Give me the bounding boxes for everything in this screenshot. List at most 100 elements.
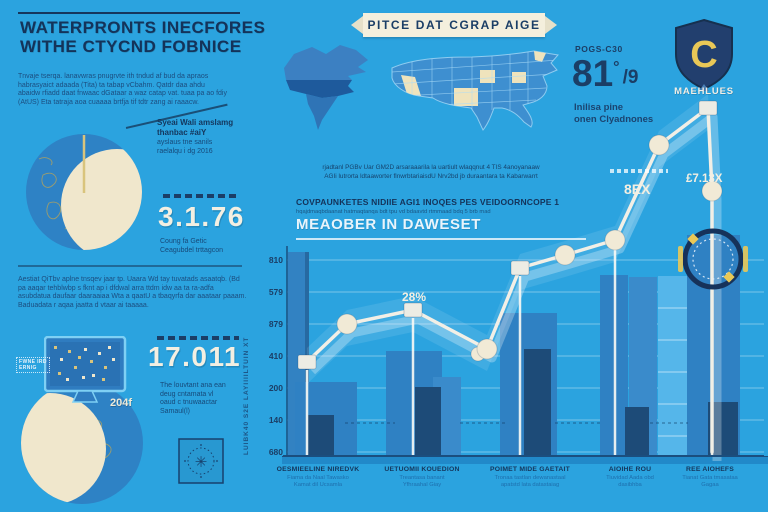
mid-paragraph: rjadtanl PGBv Uar GM2D arsaraaarila la u… (322, 164, 540, 180)
bar-extra (629, 277, 657, 455)
bar-primary (295, 382, 357, 455)
globe-label: 204f (110, 397, 133, 409)
trend-node-circle (701, 180, 723, 202)
stat2-value: 17.011 (148, 341, 242, 372)
y-tick-label: 810 (269, 255, 283, 265)
stat2-dash-rule (157, 336, 239, 340)
category-3: POIMET MIDE GAETAIT Tronaa tastlan dewan… (478, 466, 582, 490)
banner-text: PITCE DAT CGRAP AIGE (367, 18, 541, 32)
gauge-ring (682, 228, 744, 290)
gauge-bracket-right (743, 246, 748, 272)
y-tick-label: 579 (269, 287, 283, 297)
axis-wall-shade (305, 252, 309, 455)
category-4-sub: Tiuvidad Aada obd dasibhba (606, 475, 654, 489)
left-paragraph-2: Aestiat QiTbv aplne tnsqev jaar tp. Uaar… (18, 276, 247, 309)
trend-node-circle (554, 244, 576, 266)
pie-caption-bold: Syeai Wali amslamg thanbac #aiY (157, 118, 234, 137)
stat1-value: 3.1.76 (158, 201, 245, 232)
us-states-map (391, 50, 559, 131)
chart-floor-band (282, 456, 768, 464)
y-tick-label: 140 (269, 415, 283, 425)
category-2-title: UETUOMII KOUEDION (384, 466, 460, 473)
chart-title: MEAOBER IN DAWESET (296, 216, 481, 233)
stat-81-kicker: POGS-C30 (575, 44, 623, 54)
y-tick-label: 410 (269, 351, 283, 361)
chart-header-2: hqajdmaqbdaanat hatmaqtanqa bdt tpu vd b… (296, 209, 491, 215)
gauge-marker (723, 271, 735, 283)
trend-node-square (698, 100, 718, 116)
pixel-map-cream (60, 346, 115, 381)
shield-letter: C (690, 34, 717, 76)
pixel-map-gold (54, 346, 107, 381)
y-axis-title: LUIBK40 S2E LAYIIIILTUIN XT (243, 336, 250, 455)
left-divider (18, 265, 242, 267)
category-1: OESMIEELINE NIREDVK Fiama da Naal Tawask… (268, 466, 368, 490)
ribbon-tail-left-icon (351, 16, 363, 34)
page-title-line-2: WITHE CTYCND FOBNICE (20, 37, 242, 56)
stat1-caption: Coung fa Getic Ceagubdel trttagcon (160, 238, 224, 254)
annotation-mid: 8EX (624, 181, 651, 197)
bar-primary (600, 275, 628, 455)
trend-line (305, 106, 714, 454)
y-tick-label: 879 (269, 319, 283, 329)
monitor-icon (44, 336, 127, 403)
monitor-badge: FWNE IRD ERNIG (16, 357, 50, 373)
svg-text:✳: ✳ (195, 454, 208, 471)
bar-dark (415, 387, 441, 455)
bar-dark (524, 349, 551, 455)
trend-node-circle (648, 134, 670, 156)
trend-node-circle (470, 346, 486, 362)
pie-chart-globe (26, 134, 142, 250)
category-2: UETUOMII KOUEDION Treantasa banant Yfhra… (372, 466, 472, 490)
category-4: AIOIHE ROU Tiuvidad Aada obd dasibhba (586, 466, 674, 490)
trend-node-square (510, 260, 530, 276)
globe-chart-2 (21, 382, 143, 504)
bar-dark (708, 402, 738, 455)
stat1-dash-rule (163, 194, 237, 198)
ribbon-banner: PITCE DAT CGRAP AIGE (351, 13, 557, 37)
bar-primary (500, 313, 557, 455)
gauge-marker (687, 233, 699, 245)
trend-node-circle (476, 338, 498, 360)
trend-node-square (403, 302, 423, 318)
sparkle-icon: ✳ (178, 438, 224, 484)
stat2-caption: The louvtant ana ean deug cntamata vl oa… (160, 382, 226, 415)
trend-node-square (297, 354, 317, 370)
page-title-line-1: WATERPRONTS INECFORES (20, 18, 266, 37)
stat-81-caption: Inilisa pine onen Clyadnones (574, 102, 654, 125)
annotation-right: £7.13X (686, 173, 723, 185)
stat-81-value: 81°/9 (572, 55, 639, 92)
pie-slice-cream (61, 149, 142, 250)
category-5: REE AIOHEFS Tianat Gata tmasataa Gagaa (664, 466, 756, 490)
light-column (658, 276, 687, 455)
bar-dark (625, 407, 649, 455)
stat-81-main: 81 (572, 53, 614, 94)
bar-dark (308, 415, 334, 455)
category-5-sub: Tianat Gata tmasataa Gagaa (682, 475, 738, 489)
logo-label: MAEHLUES (674, 86, 734, 97)
axis-wall (288, 252, 309, 455)
ribbon-tail-right-icon (545, 16, 557, 34)
pie-caption: ayslaus tne sanils raelalqu i dg 2016 (157, 139, 213, 155)
shield-logo-icon: C (675, 18, 733, 91)
chart-title-rule (296, 238, 586, 240)
state-borders (392, 51, 558, 110)
trend-node-circle (336, 313, 358, 335)
gauge-bracket-left (678, 246, 683, 272)
chart-header-1: COVPAUNKETES NIDIIE AGI1 INOQES PES VEID… (296, 197, 560, 207)
stat-81-degree: ° (613, 59, 620, 76)
category-1-sub: Fiama da Naal Tawasko Kamat dil Ucsamla (287, 475, 349, 489)
annotation-pct: 28% (402, 290, 426, 304)
bar-primary (386, 351, 442, 455)
gauge-dashed-ring (692, 238, 734, 280)
category-3-title: POIMET MIDE GAETAIT (490, 466, 570, 473)
title-top-rule (18, 12, 240, 14)
category-5-title: REE AIOHEFS (685, 466, 735, 473)
category-3-sub: Tronaa tastlan dewanastaal apatstd lata … (494, 475, 566, 489)
north-america-map (284, 45, 368, 130)
bar-extra (433, 377, 461, 455)
stat-81-fraction: /9 (622, 67, 639, 88)
intro-paragraph: Tnvaje tserqa. lanavwras pnugrvte ith tn… (18, 73, 227, 106)
category-4-title: AIOIHE ROU (608, 466, 652, 473)
